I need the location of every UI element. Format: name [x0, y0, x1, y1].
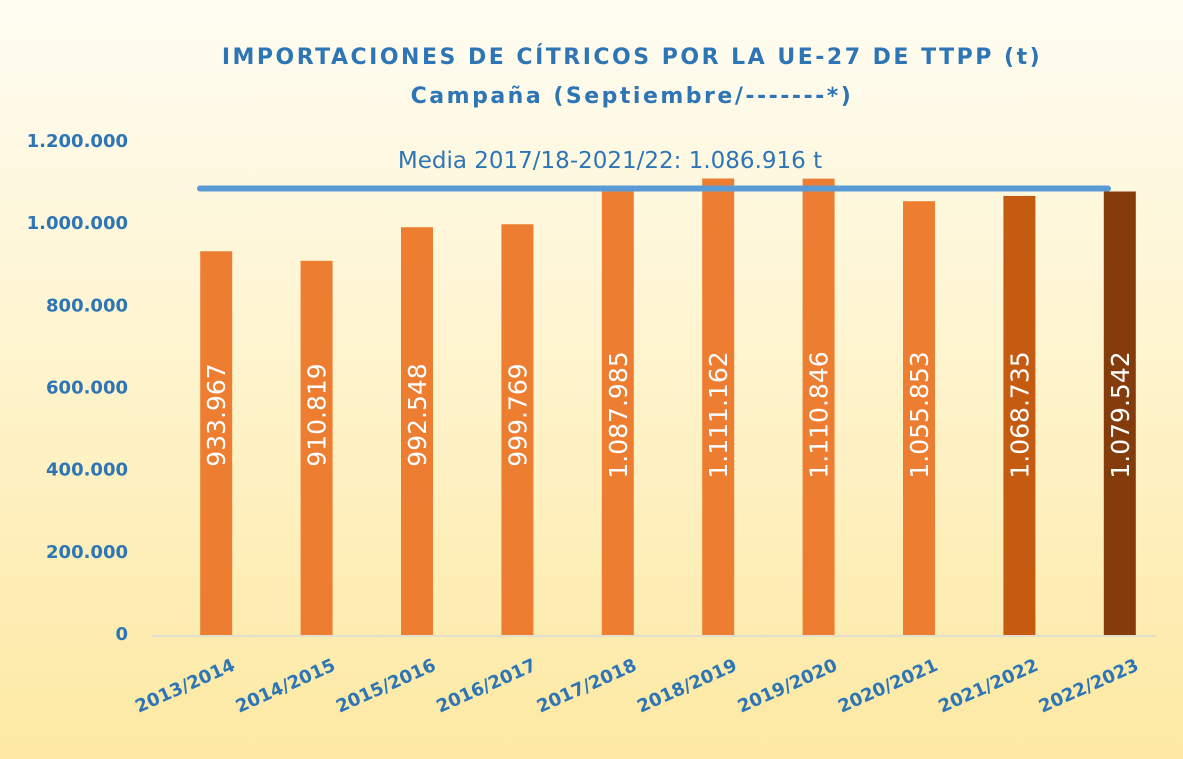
bar — [401, 227, 433, 635]
bar — [1003, 195, 1036, 635]
bar — [200, 251, 233, 635]
y-tick-label: 400.000 — [46, 460, 128, 481]
chart-subtitle: Campaña (Septiembre/-------*) — [411, 84, 854, 109]
bar — [501, 224, 534, 635]
y-tick-label: 1.000.000 — [27, 213, 128, 234]
value-label: 1.111.162 — [704, 351, 733, 478]
y-tick-label: 0 — [115, 624, 128, 645]
bar — [702, 178, 735, 635]
bar — [1103, 191, 1136, 635]
value-label: 1.087.985 — [604, 351, 633, 478]
value-label: 1.055.853 — [905, 351, 934, 478]
bar — [601, 188, 634, 635]
value-label: 992.548 — [403, 363, 432, 466]
mean-annotation: Media 2017/18-2021/22: 1.086.916 t — [398, 148, 822, 174]
y-tick-label: 600.000 — [46, 378, 128, 399]
value-label: 1.068.735 — [1005, 351, 1034, 478]
value-label: 999.769 — [503, 363, 532, 466]
value-label: 910.819 — [303, 363, 332, 466]
y-tick-label: 200.000 — [46, 542, 128, 563]
value-label: 1.079.542 — [1106, 351, 1135, 478]
value-label: 933.967 — [202, 363, 231, 466]
y-tick-label: 800.000 — [46, 295, 128, 316]
bar — [300, 260, 333, 635]
chart-title: IMPORTACIONES DE CÍTRICOS POR LA UE-27 D… — [222, 44, 1042, 70]
bar — [903, 201, 935, 635]
y-tick-label: 1.200.000 — [27, 131, 128, 152]
value-label: 1.110.846 — [805, 351, 834, 478]
bar — [802, 178, 835, 635]
